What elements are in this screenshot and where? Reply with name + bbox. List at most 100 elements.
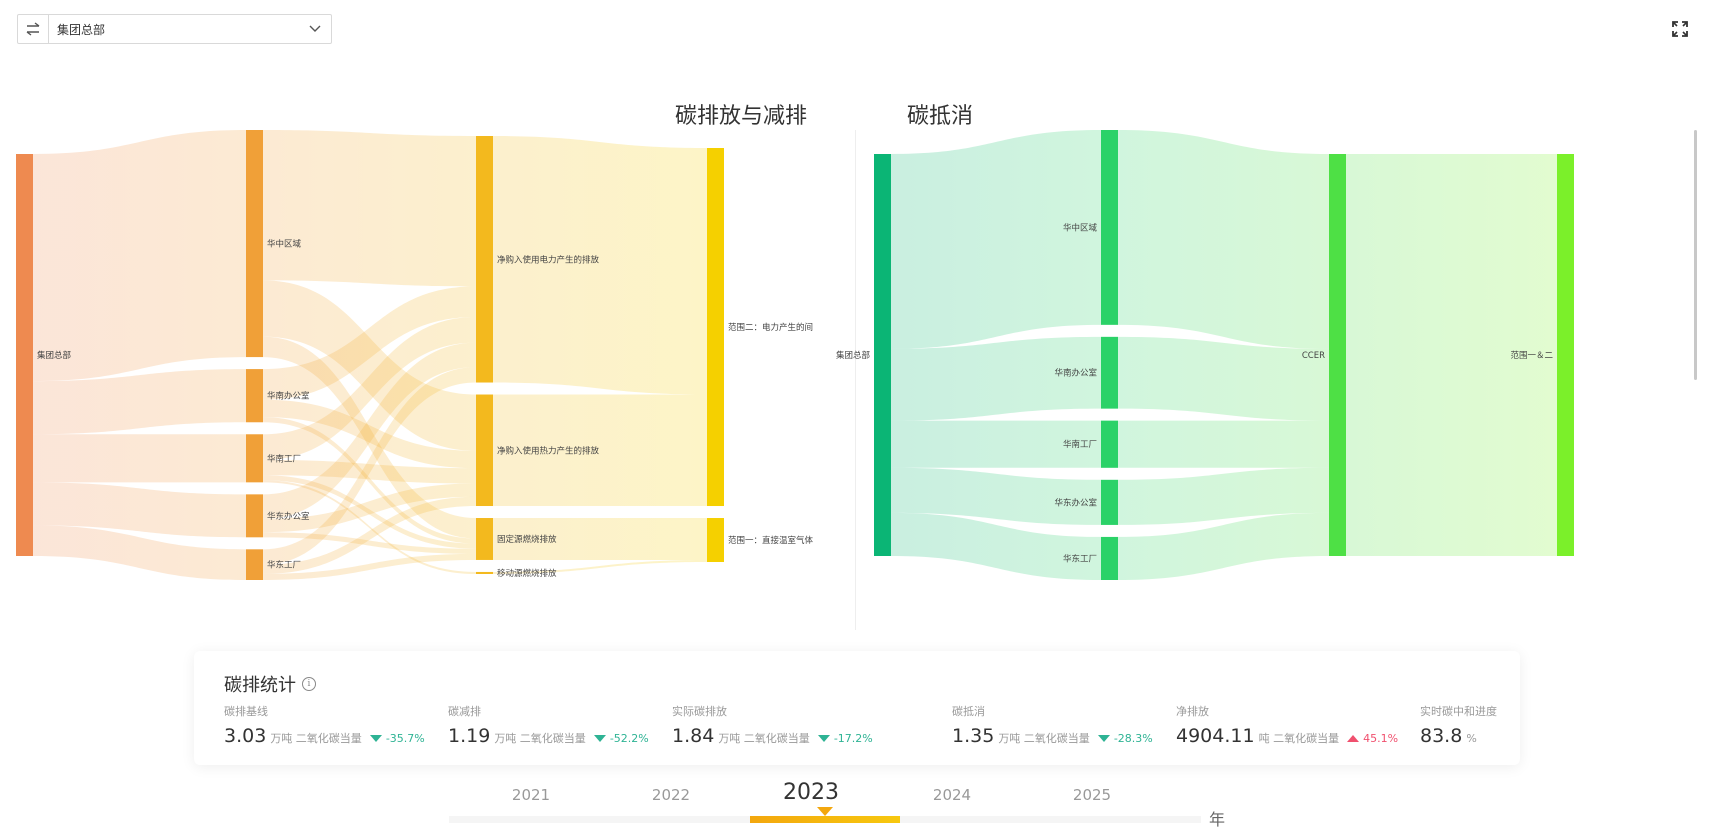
info-circle-icon[interactable]: i	[302, 677, 316, 691]
sankey-link[interactable]	[263, 496, 476, 574]
fullscreen-expand-icon[interactable]	[1671, 20, 1689, 38]
stat-unit: 万吨 二氧化碳当量	[494, 732, 586, 745]
sankey-link[interactable]	[1118, 467, 1329, 525]
sankey-node[interactable]	[476, 571, 493, 574]
sankey-link[interactable]	[891, 336, 1101, 421]
sankey-node-label: 集团总部	[37, 350, 72, 361]
stat-metric: 碳抵消 1.35 万吨 二氧化碳当量 -28.3%	[952, 703, 1153, 747]
stat-value: 4904.11	[1176, 725, 1255, 747]
sankey-node-label: 华南办公室	[267, 391, 310, 402]
stat-trend: -17.2%	[817, 732, 873, 745]
sankey-link[interactable]	[263, 367, 476, 565]
sankey-node-label: 集团总部	[836, 350, 871, 361]
stat-unit: %	[1466, 732, 1477, 745]
scrollbar[interactable]	[1694, 130, 1697, 380]
sankey-link[interactable]	[1118, 336, 1329, 421]
sankey-link[interactable]	[891, 420, 1101, 468]
sankey-link[interactable]	[1118, 512, 1329, 580]
sankey-link[interactable]	[33, 369, 246, 435]
sankey-link[interactable]	[263, 280, 476, 451]
sankey-link[interactable]	[493, 518, 707, 560]
timeline-selected-segment[interactable]	[750, 816, 900, 823]
stats-title: 碳排统计 i	[224, 671, 316, 697]
stat-label: 碳排基线	[224, 705, 268, 718]
sankey-link[interactable]	[1118, 420, 1329, 468]
sankey-node[interactable]	[874, 154, 891, 556]
sankey-node-label: 华中区域	[1063, 222, 1098, 233]
sankey-link[interactable]	[263, 130, 476, 287]
sankey-link[interactable]	[263, 480, 476, 574]
stat-value: 3.03	[224, 725, 267, 747]
year-option-2021[interactable]: 2021	[511, 786, 551, 804]
sankey-node[interactable]	[16, 154, 33, 556]
sankey-node-label: 固定源燃烧排放	[497, 534, 557, 545]
sankey-link[interactable]	[891, 512, 1101, 580]
stat-trend-value: -35.7%	[385, 732, 425, 745]
stat-metric: 碳减排 1.19 万吨 二氧化碳当量 -52.2%	[448, 703, 649, 747]
sankey-node[interactable]	[246, 549, 263, 580]
year-option-2024[interactable]: 2024	[932, 786, 972, 804]
sankey-node[interactable]	[476, 518, 493, 560]
sankey-link[interactable]	[263, 342, 476, 519]
stat-trend-value: 45.1%	[1363, 732, 1399, 745]
sankey-link[interactable]	[33, 434, 246, 483]
sankey-node[interactable]	[1101, 479, 1118, 525]
sankey-node[interactable]	[246, 130, 263, 358]
sankey-node[interactable]	[1101, 336, 1118, 409]
stat-metric: 实际碳排放 1.84 万吨 二氧化碳当量 -17.2%	[672, 703, 873, 747]
sankey-node[interactable]	[1101, 130, 1118, 325]
sankey-link[interactable]	[1346, 154, 1557, 556]
sankey-link[interactable]	[493, 394, 707, 507]
trend-down-icon	[817, 735, 830, 742]
sankey-link[interactable]	[263, 417, 476, 544]
year-option-2023[interactable]: 2023	[783, 780, 839, 805]
sankey-node[interactable]	[1101, 420, 1118, 468]
stat-value: 83.8	[1420, 725, 1463, 747]
stat-value: 1.35	[952, 725, 995, 747]
sankey-node[interactable]	[1557, 154, 1574, 556]
sankey-node-label: 华东办公室	[1054, 497, 1097, 508]
sankey-link[interactable]	[493, 559, 707, 574]
org-select[interactable]: 集团总部	[49, 14, 332, 44]
sankey-node-label: 净购入使用电力产生的排放	[497, 254, 600, 265]
stat-trend-value: -28.3%	[1113, 732, 1153, 745]
sankey-node[interactable]	[246, 369, 263, 423]
sankey-node-label: 华南工厂	[1063, 439, 1097, 450]
stat-label: 净排放	[1176, 705, 1209, 718]
sankey-link[interactable]	[263, 553, 476, 580]
stat-value: 1.84	[672, 725, 715, 747]
sankey-node[interactable]	[246, 494, 263, 538]
sankey-link[interactable]	[493, 136, 707, 395]
sankey-node[interactable]	[476, 136, 493, 383]
sankey-link[interactable]	[33, 525, 246, 580]
sankey-node[interactable]	[707, 518, 724, 562]
year-option-2022[interactable]: 2022	[651, 786, 691, 804]
sankey-link[interactable]	[263, 317, 476, 460]
sankey-node[interactable]	[246, 434, 263, 483]
sankey-node[interactable]	[476, 394, 493, 507]
sankey-link[interactable]	[263, 483, 476, 533]
year-option-2025[interactable]: 2025	[1072, 786, 1112, 804]
sankey-link[interactable]	[263, 286, 476, 400]
carbon-stats-card: 碳排统计 i 碳排基线 3.03 万吨 二氧化碳当量 -35.7% 碳减排 1.…	[194, 651, 1520, 765]
sankey-node[interactable]	[707, 148, 724, 507]
sankey-link[interactable]	[33, 482, 246, 538]
sankey-node-label: 华东工厂	[1063, 553, 1097, 564]
trend-down-icon	[1097, 735, 1110, 742]
emission-section-title: 碳排放与减排	[675, 104, 808, 129]
sankey-node[interactable]	[1101, 536, 1118, 580]
sankey-node[interactable]	[1329, 154, 1346, 556]
stat-metric: 净排放 4904.11 吨 二氧化碳当量 45.1%	[1176, 703, 1398, 747]
sankey-node-label: 华中区域	[267, 239, 302, 250]
sankey-link[interactable]	[1118, 130, 1329, 349]
stat-label: 碳减排	[448, 705, 481, 718]
stat-label: 实际碳排放	[672, 705, 727, 718]
swap-button[interactable]	[17, 14, 49, 44]
sankey-link[interactable]	[891, 467, 1101, 525]
sankey-link[interactable]	[33, 130, 246, 382]
stat-trend: -52.2%	[593, 732, 649, 745]
timeline-pointer-icon	[817, 807, 833, 816]
stat-trend: -28.3%	[1097, 732, 1153, 745]
sankey-link[interactable]	[891, 130, 1101, 349]
